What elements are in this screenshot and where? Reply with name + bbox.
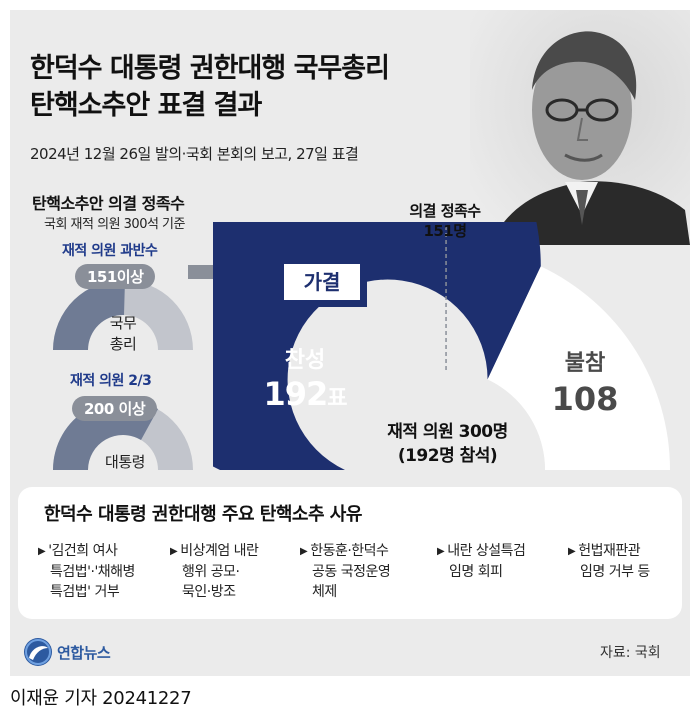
reasons-title: 한덕수 대통령 권한대행 주요 탄핵소추 사유 bbox=[44, 504, 362, 525]
bullet-triangle-icon: ▶ bbox=[300, 546, 308, 557]
title-line-1: 한덕수 대통령 권한대행 국무총리 bbox=[30, 53, 390, 84]
reasons-panel bbox=[18, 487, 682, 619]
subtitle: 2024년 12월 26일 발의·국회 본회의 보고, 27일 표결 bbox=[30, 145, 359, 163]
president-target-label: 대통령 bbox=[105, 453, 145, 471]
total-members-text: 재적 의원 300명 (192명 참석) bbox=[360, 420, 535, 468]
reason-line: ▶ 한동훈·한덕수 bbox=[300, 543, 389, 559]
president-threshold-pill: 200 이상 bbox=[72, 396, 158, 421]
quorum-panel-title: 탄핵소추안 의결 정족수 bbox=[32, 194, 185, 213]
yes-value-number: 192 bbox=[263, 375, 328, 413]
yes-value-unit: 표 bbox=[327, 386, 347, 411]
reason-line: 묵인·방조 bbox=[182, 584, 236, 600]
reason-line: 체제 bbox=[312, 584, 337, 600]
pm-target-label: 국무 총리 bbox=[109, 314, 137, 353]
bullet-triangle-icon: ▶ bbox=[437, 546, 445, 557]
absent-value: 108 bbox=[551, 380, 619, 418]
pm-gauge-arc-fill bbox=[52, 279, 125, 350]
quorum-marker-label: 의결 정족수 151명 bbox=[380, 201, 510, 241]
reason-line: 임명 거부 등 bbox=[580, 564, 650, 580]
reason-line: 특검법' 거부 bbox=[50, 584, 120, 600]
quorum-marker-line1: 의결 정족수 bbox=[409, 202, 481, 220]
title-line-2: 탄핵소추안 표결 결과 bbox=[30, 90, 262, 121]
yonhap-logo: 연합뉴스 bbox=[24, 638, 111, 666]
pm-threshold-pill: 151이상 bbox=[75, 264, 156, 289]
source-credit: 자료: 국회 bbox=[600, 645, 661, 661]
quorum-marker-line2: 151명 bbox=[423, 222, 467, 240]
portrait-photo bbox=[470, 10, 690, 245]
yes-value: 192표 bbox=[240, 375, 370, 413]
reason-line: ▶ 내란 상설특검 bbox=[437, 543, 526, 559]
reason-line: ▶ '김건희 여사 bbox=[38, 543, 118, 559]
byline: 이재윤 기자 20241227 bbox=[10, 688, 192, 709]
yes-label: 찬성 bbox=[284, 348, 326, 373]
reason-line: 행위 공모· bbox=[182, 564, 240, 580]
yonhap-logo-text: 연합뉴스 bbox=[57, 643, 111, 662]
reason-line: 특검법'·'채해병 bbox=[50, 564, 135, 580]
passed-badge: 가결 bbox=[282, 262, 362, 302]
president-quorum-label: 재적 의원 2/3 bbox=[70, 373, 152, 389]
reason-line: 임명 회피 bbox=[449, 564, 503, 580]
pm-quorum-label: 재적 의원 과반수 bbox=[62, 243, 158, 259]
chart-inner-cutout bbox=[345, 370, 545, 470]
reason-line: ▶ 헌법재판관 bbox=[568, 543, 641, 559]
reason-line: 공동 국정운영 bbox=[312, 564, 391, 580]
pm-quorum-gauge bbox=[52, 279, 193, 350]
total-line1: 재적 의원 300명 bbox=[387, 422, 508, 442]
yonhap-logo-icon bbox=[24, 638, 52, 666]
absent-label: 불참 bbox=[564, 351, 606, 376]
reason-line: ▶ 비상계엄 내란 bbox=[170, 543, 259, 559]
bullet-triangle-icon: ▶ bbox=[568, 546, 576, 557]
bullet-triangle-icon: ▶ bbox=[170, 546, 178, 557]
slice-absent bbox=[487, 266, 670, 470]
page-title: 한덕수 대통령 권한대행 국무총리 탄핵소추안 표결 결과 bbox=[30, 50, 390, 124]
bullet-triangle-icon: ▶ bbox=[38, 546, 46, 557]
quorum-panel-note: 국회 재적 의원 300석 기준 bbox=[44, 217, 185, 232]
total-line2: (192명 참석) bbox=[397, 446, 498, 466]
